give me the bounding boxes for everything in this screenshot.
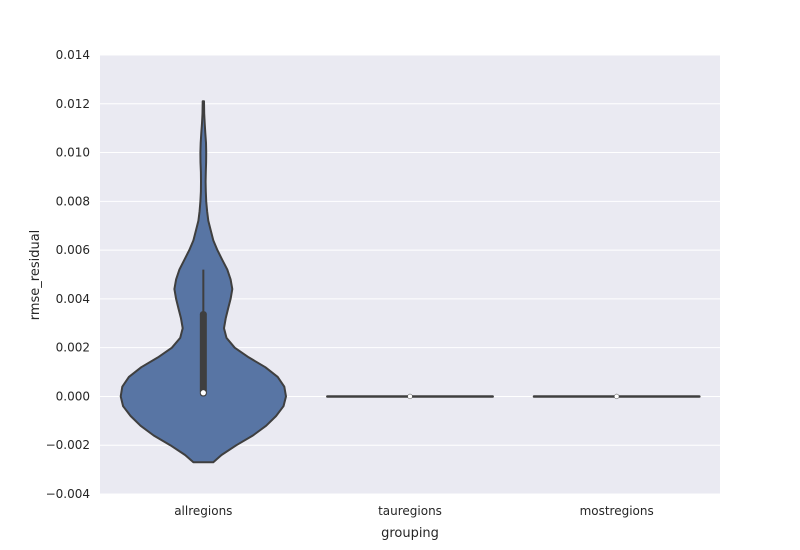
- violin-iqr-box: [199, 311, 207, 397]
- violin-median: [407, 393, 413, 400]
- x-tick-label: tauregions: [378, 504, 442, 518]
- y-tick-label: 0.002: [56, 341, 90, 355]
- x-tick-label: allregions: [174, 504, 232, 518]
- y-tick-labels: 0.014 0.012 0.010 0.008 0.006 0.004 0.002 0.000…: [46, 48, 90, 501]
- y-tick-label: 0.006: [56, 243, 90, 257]
- violins: [119, 100, 701, 464]
- y-tick-label: 0.014: [56, 48, 90, 62]
- violin-median: [614, 393, 620, 400]
- y-axis-label: rmse_residual: [28, 230, 43, 321]
- y-tick-label: 0.008: [56, 194, 90, 208]
- y-tick-label: −0.002: [46, 438, 90, 452]
- y-tick-label: 0.010: [56, 146, 90, 160]
- y-tick-label: 0.004: [56, 292, 90, 306]
- x-tick-label: mostregions: [580, 504, 654, 518]
- y-tick-label: 0.012: [56, 97, 90, 111]
- violin-median: [200, 390, 206, 396]
- y-tick-label: 0.000: [56, 389, 90, 403]
- y-tick-label: −0.004: [46, 487, 90, 501]
- x-tick-labels: allregions tauregions mostregions: [174, 504, 654, 518]
- x-axis-label: grouping: [381, 526, 439, 541]
